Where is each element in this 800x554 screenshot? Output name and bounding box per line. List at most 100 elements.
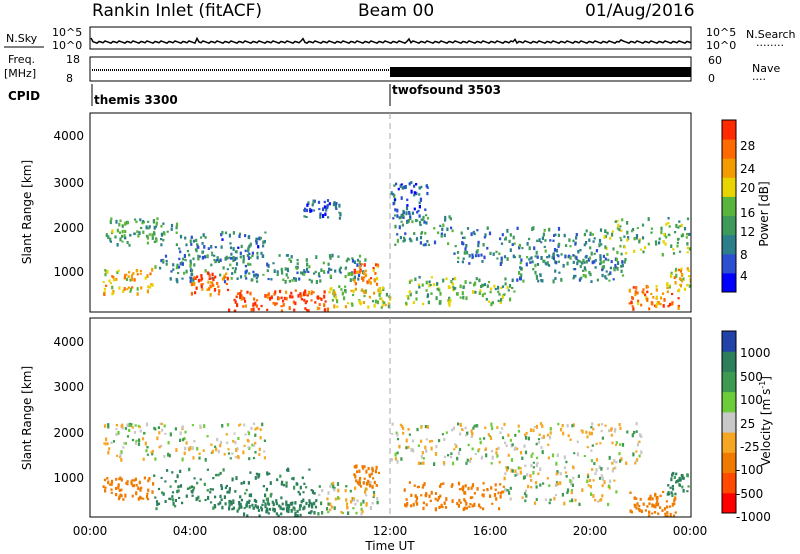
heatmap-cell bbox=[240, 294, 243, 298]
colorbar-swatch bbox=[722, 196, 736, 216]
heatmap-cell bbox=[409, 215, 412, 218]
heatmap-cell bbox=[631, 296, 634, 300]
heatmap-cell bbox=[193, 282, 196, 286]
heatmap-cell bbox=[213, 288, 217, 292]
heatmap-cell bbox=[179, 469, 182, 473]
heatmap-cell bbox=[398, 444, 401, 449]
heatmap-cell bbox=[105, 284, 108, 287]
heatmap-cell bbox=[190, 291, 193, 296]
heatmap-cell bbox=[479, 506, 482, 509]
heatmap-cell bbox=[151, 233, 154, 237]
heatmap-cell bbox=[285, 502, 288, 507]
heatmap-cell bbox=[329, 502, 332, 507]
heatmap-cell bbox=[671, 493, 674, 498]
heatmap-cell bbox=[520, 273, 523, 278]
heatmap-cell bbox=[465, 502, 468, 506]
heatmap-cell bbox=[506, 466, 510, 470]
heatmap-cell bbox=[115, 477, 118, 481]
heatmap-cell bbox=[415, 496, 419, 500]
heatmap-cell bbox=[181, 457, 184, 462]
heatmap-cell bbox=[391, 422, 394, 426]
heatmap-cell bbox=[529, 257, 532, 260]
heatmap-cell bbox=[499, 301, 502, 305]
heatmap-cell bbox=[526, 242, 529, 246]
heatmap-cell bbox=[490, 287, 493, 291]
heatmap-cell bbox=[686, 267, 689, 271]
heatmap-cell bbox=[393, 193, 396, 198]
heatmap-cell bbox=[479, 289, 482, 293]
heatmap-cell bbox=[161, 428, 164, 432]
heatmap-cell bbox=[633, 496, 636, 500]
heatmap-cell bbox=[462, 285, 465, 289]
heatmap-cell bbox=[453, 276, 456, 281]
heatmap-cell bbox=[137, 442, 141, 446]
heatmap-cell bbox=[253, 498, 256, 503]
heatmap-cell bbox=[232, 247, 235, 251]
heatmap-cell bbox=[114, 235, 117, 239]
heatmap-cell bbox=[139, 269, 142, 272]
heatmap-cell bbox=[406, 221, 409, 224]
heatmap-cell bbox=[599, 476, 602, 480]
heatmap-cell bbox=[310, 279, 313, 284]
heatmap-cell bbox=[439, 494, 442, 498]
heatmap-cell bbox=[307, 290, 310, 295]
heatmap-cell bbox=[360, 512, 363, 516]
power-colorbar bbox=[721, 119, 737, 293]
heatmap-cell bbox=[591, 260, 594, 265]
heatmap-cell bbox=[392, 217, 395, 220]
heatmap-cell bbox=[282, 507, 285, 511]
heatmap-cell bbox=[257, 307, 260, 311]
heatmap-cell bbox=[579, 264, 582, 268]
heatmap-cell bbox=[519, 276, 522, 281]
heatmap-cell bbox=[133, 218, 137, 221]
heatmap-cell bbox=[636, 442, 640, 447]
heatmap-cell bbox=[490, 486, 493, 490]
heatmap-cell bbox=[333, 304, 336, 309]
heatmap-cell bbox=[447, 285, 450, 290]
heatmap-cell bbox=[569, 479, 572, 483]
heatmap-cell bbox=[354, 287, 357, 291]
heatmap-cell bbox=[139, 272, 142, 275]
heatmap-cell bbox=[196, 243, 199, 246]
heatmap-cell bbox=[232, 439, 235, 443]
heatmap-cell bbox=[362, 481, 365, 485]
heatmap-cell bbox=[607, 502, 610, 507]
heatmap-cell bbox=[589, 233, 592, 236]
heatmap-cell bbox=[269, 481, 272, 485]
heatmap-cell bbox=[232, 506, 235, 510]
heatmap-cell bbox=[651, 503, 654, 508]
heatmap-cell bbox=[137, 486, 140, 490]
heatmap-cell bbox=[519, 451, 523, 455]
noise-right-tick-bottom: 10^0 bbox=[706, 39, 736, 52]
heatmap-cell bbox=[278, 254, 281, 257]
heatmap-cell bbox=[522, 279, 525, 283]
heatmap-cell bbox=[621, 260, 624, 264]
heatmap-cell bbox=[600, 498, 603, 501]
heatmap-cell bbox=[184, 430, 187, 434]
heatmap-cell bbox=[249, 493, 253, 498]
heatmap-cell bbox=[258, 447, 261, 452]
heatmap-cell bbox=[626, 221, 629, 225]
heatmap-cell bbox=[645, 295, 648, 300]
heatmap-cell bbox=[244, 275, 247, 278]
heatmap-cell bbox=[481, 455, 484, 459]
heatmap-cell bbox=[667, 491, 670, 495]
heatmap-cell bbox=[362, 278, 365, 282]
heatmap-cell bbox=[303, 482, 306, 485]
heatmap-cell bbox=[535, 275, 539, 280]
heatmap-cell bbox=[350, 289, 353, 292]
heatmap-cell bbox=[190, 282, 193, 287]
heatmap-cell bbox=[250, 426, 253, 430]
heatmap-cell bbox=[548, 264, 551, 267]
heatmap-cell bbox=[134, 424, 137, 427]
heatmap-cell bbox=[678, 484, 681, 487]
heatmap-cell bbox=[574, 498, 577, 502]
heatmap-cell bbox=[563, 455, 566, 460]
heatmap-cell bbox=[292, 476, 295, 481]
heatmap-cell bbox=[624, 258, 627, 261]
heatmap-cell bbox=[151, 452, 154, 456]
heatmap-cell bbox=[408, 237, 411, 240]
heatmap-cell bbox=[103, 478, 107, 482]
heatmap-cell bbox=[405, 301, 408, 305]
heatmap-cell bbox=[116, 228, 119, 233]
